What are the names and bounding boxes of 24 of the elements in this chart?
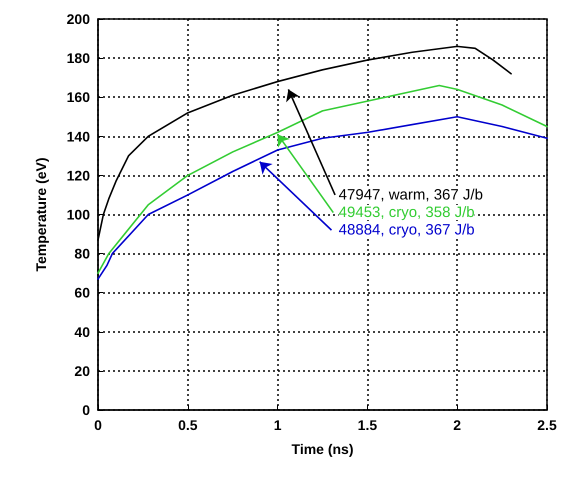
x-tick-label: 2: [453, 417, 462, 433]
y-tick-label: 180: [66, 50, 90, 66]
y-tick-label: 80: [74, 246, 90, 262]
y-tick-label: 100: [66, 206, 90, 222]
x-tick-label: 1: [274, 417, 282, 433]
x-tick-label: 0.5: [178, 417, 198, 433]
y-tick-label: 120: [66, 167, 90, 184]
y-tick-label: 140: [66, 128, 90, 144]
y-tick-label: 20: [74, 362, 90, 379]
line-series: [97, 84, 548, 274]
y-tick-label: 0: [82, 402, 90, 418]
text: 48884, cryo, 367 J/b: [338, 222, 475, 239]
text: 49453, cryo, 358 J/b: [338, 204, 475, 222]
x-tick-label: 1.5: [358, 417, 378, 433]
text: 47947, warm, 367 J/b: [338, 186, 483, 204]
x-tick-label: 0: [94, 417, 102, 433]
y-tick-label: 40: [74, 324, 90, 340]
y-tick-label: 160: [66, 89, 90, 106]
y-axis-title: Temperature (eV): [33, 157, 49, 272]
line-series: [97, 116, 548, 280]
x-tick-label: 2.5: [537, 417, 557, 433]
y-tick-label: 200: [66, 11, 90, 27]
y-tick-label: 60: [74, 284, 90, 301]
x-axis-title: Time (ns): [292, 441, 354, 457]
